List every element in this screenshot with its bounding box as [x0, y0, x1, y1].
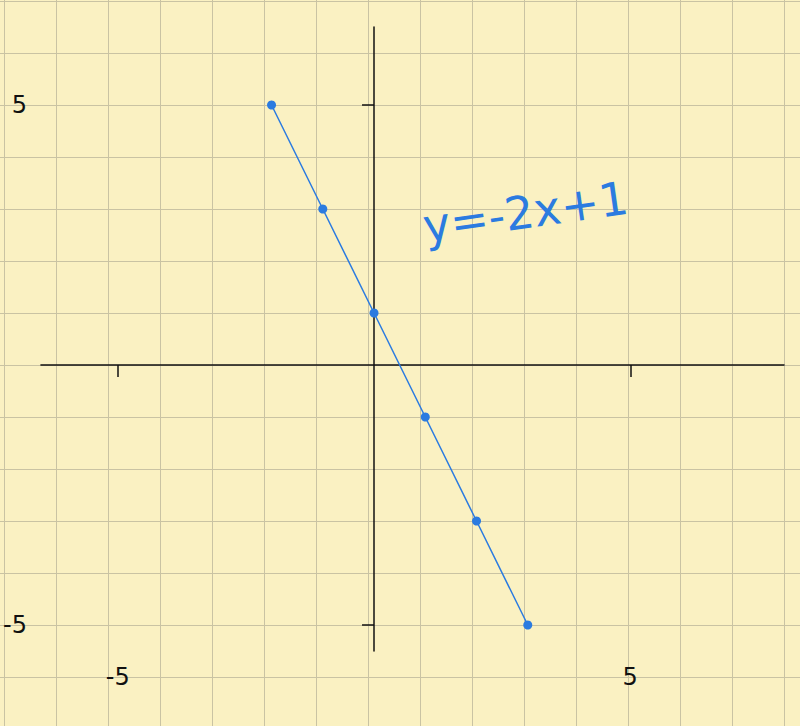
svg-text:-5: -5: [3, 611, 27, 639]
svg-text:y=-2x+1: y=-2x+1: [419, 171, 631, 253]
svg-text:5: 5: [12, 91, 27, 119]
svg-text:5: 5: [623, 663, 638, 691]
svg-text:-5: -5: [106, 663, 130, 691]
